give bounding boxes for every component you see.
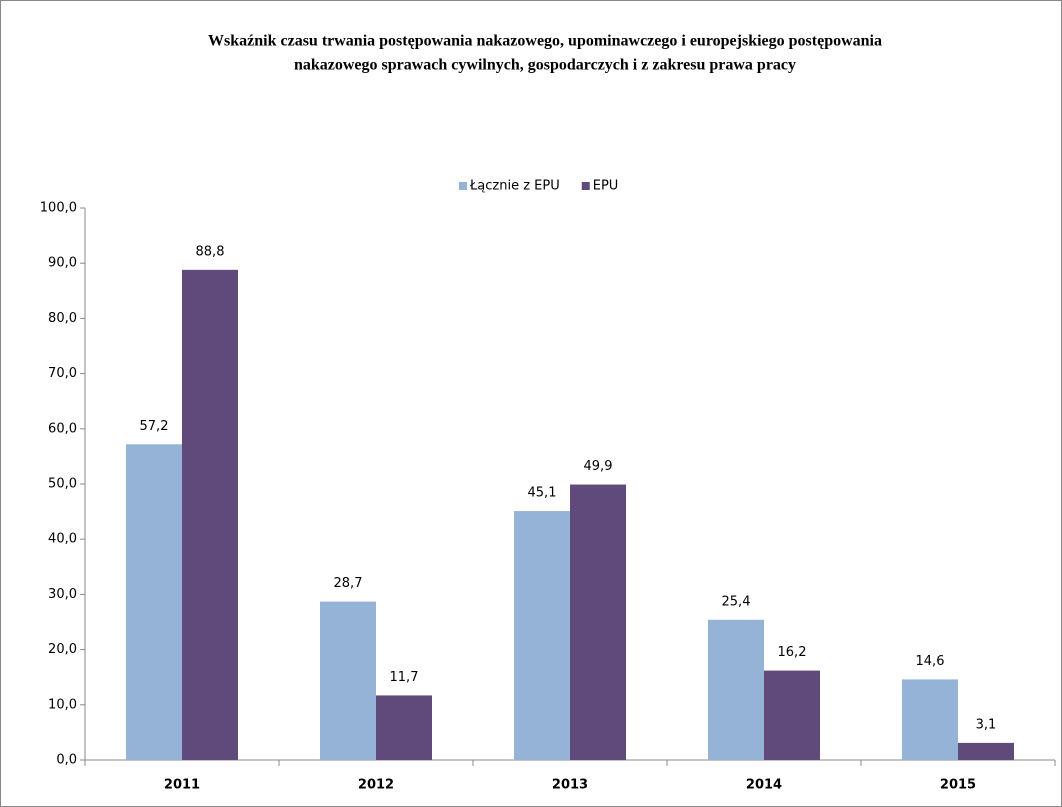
y-tick-label: 40,0 bbox=[48, 532, 77, 547]
y-tick-label: 100,0 bbox=[40, 201, 77, 216]
x-tick-label: 2011 bbox=[164, 778, 200, 793]
x-tick-label: 2012 bbox=[358, 778, 394, 793]
y-tick-label: 80,0 bbox=[48, 311, 77, 326]
y-tick-label: 10,0 bbox=[48, 697, 77, 712]
x-tick-label: 2014 bbox=[746, 778, 782, 793]
y-tick-label: 90,0 bbox=[48, 256, 77, 271]
data-label: 25,4 bbox=[722, 594, 751, 609]
data-label: 14,6 bbox=[916, 654, 945, 669]
y-tick-label: 20,0 bbox=[48, 642, 77, 657]
y-tick-label: 60,0 bbox=[48, 421, 77, 436]
legend-label: EPU bbox=[593, 179, 619, 194]
data-label: 3,1 bbox=[976, 717, 997, 732]
bar bbox=[958, 742, 1014, 760]
y-tick-label: 30,0 bbox=[48, 587, 77, 602]
data-label: 45,1 bbox=[528, 486, 557, 501]
bar bbox=[514, 511, 570, 760]
bar bbox=[570, 484, 626, 760]
chart-title: Wskaźnik czasu trwania postępowania naka… bbox=[208, 33, 882, 50]
data-label: 57,2 bbox=[140, 419, 169, 434]
legend-label: Łącznie z EPU bbox=[469, 179, 560, 194]
y-tick-label: 0,0 bbox=[56, 753, 77, 768]
bar bbox=[764, 670, 820, 760]
bar bbox=[902, 679, 958, 760]
bar bbox=[376, 695, 432, 760]
legend-swatch bbox=[459, 182, 467, 190]
bar bbox=[708, 619, 764, 760]
legend-swatch bbox=[581, 182, 590, 190]
x-tick-label: 2015 bbox=[940, 778, 976, 793]
bar bbox=[126, 444, 182, 760]
y-tick-label: 70,0 bbox=[48, 366, 77, 381]
data-label: 49,9 bbox=[584, 459, 613, 474]
chart-title: nakazowego sprawach cywilnych, gospodarc… bbox=[294, 57, 796, 74]
data-label: 11,7 bbox=[390, 670, 419, 685]
bar bbox=[182, 269, 238, 760]
bar bbox=[320, 601, 376, 760]
x-tick-label: 2013 bbox=[552, 778, 588, 793]
data-label: 16,2 bbox=[778, 645, 807, 660]
data-label: 28,7 bbox=[334, 576, 363, 591]
y-tick-label: 50,0 bbox=[48, 477, 77, 492]
data-label: 88,8 bbox=[196, 244, 225, 259]
